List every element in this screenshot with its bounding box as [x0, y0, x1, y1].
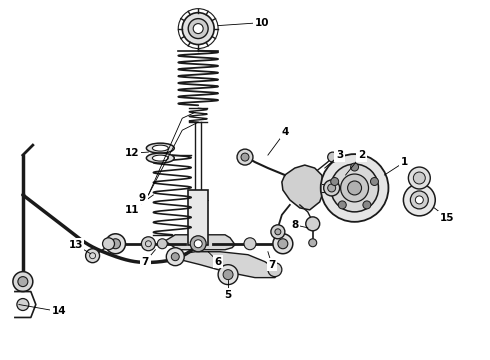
Circle shape — [338, 201, 346, 209]
Text: 7: 7 — [142, 257, 149, 267]
Ellipse shape — [152, 145, 168, 151]
Circle shape — [273, 234, 293, 254]
Circle shape — [321, 154, 389, 222]
Circle shape — [102, 238, 115, 250]
Circle shape — [309, 239, 317, 247]
Circle shape — [188, 19, 208, 39]
Text: 12: 12 — [125, 148, 140, 158]
Circle shape — [328, 184, 336, 192]
Circle shape — [166, 248, 184, 266]
FancyBboxPatch shape — [188, 190, 208, 245]
Circle shape — [13, 272, 33, 292]
Circle shape — [331, 164, 378, 212]
Text: 2: 2 — [358, 150, 365, 160]
Circle shape — [241, 153, 249, 161]
Text: 10: 10 — [255, 18, 269, 28]
Circle shape — [370, 177, 378, 185]
Polygon shape — [282, 165, 325, 210]
Circle shape — [324, 180, 340, 196]
Circle shape — [350, 163, 359, 171]
Circle shape — [403, 184, 435, 216]
Text: 8: 8 — [291, 220, 298, 230]
Circle shape — [416, 196, 423, 204]
Text: 4: 4 — [281, 127, 289, 137]
Circle shape — [347, 181, 362, 195]
Text: 14: 14 — [51, 306, 66, 316]
Text: 15: 15 — [440, 213, 454, 223]
Circle shape — [341, 174, 368, 202]
Circle shape — [218, 265, 238, 285]
Text: 6: 6 — [215, 257, 222, 267]
Circle shape — [182, 13, 214, 45]
Text: 7: 7 — [268, 260, 275, 270]
Circle shape — [278, 239, 288, 249]
Circle shape — [410, 191, 428, 209]
Ellipse shape — [147, 143, 174, 153]
Circle shape — [408, 167, 430, 189]
Text: 11: 11 — [125, 205, 140, 215]
Circle shape — [237, 149, 253, 165]
Circle shape — [414, 172, 425, 184]
Text: 9: 9 — [139, 193, 146, 203]
Ellipse shape — [152, 155, 168, 161]
Text: 13: 13 — [69, 240, 83, 250]
Circle shape — [363, 201, 371, 209]
Text: 5: 5 — [224, 289, 232, 300]
Circle shape — [142, 237, 155, 251]
Circle shape — [190, 236, 206, 252]
Circle shape — [271, 225, 285, 239]
Circle shape — [306, 217, 319, 231]
Circle shape — [244, 238, 256, 250]
Polygon shape — [165, 235, 235, 250]
Circle shape — [275, 229, 281, 235]
Circle shape — [223, 270, 233, 280]
Circle shape — [331, 177, 339, 185]
Circle shape — [172, 253, 179, 261]
Circle shape — [18, 276, 28, 287]
Circle shape — [111, 239, 121, 249]
Circle shape — [268, 263, 282, 276]
Circle shape — [86, 249, 99, 263]
Ellipse shape — [147, 153, 174, 163]
Polygon shape — [175, 252, 280, 278]
Circle shape — [194, 240, 202, 248]
Circle shape — [17, 298, 29, 310]
Circle shape — [193, 24, 203, 33]
Circle shape — [328, 152, 338, 162]
Text: 1: 1 — [401, 157, 408, 167]
Circle shape — [157, 239, 167, 249]
Circle shape — [105, 234, 125, 254]
Text: 3: 3 — [336, 150, 343, 160]
